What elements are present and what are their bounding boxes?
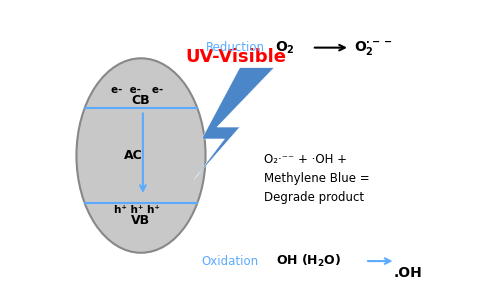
- Text: Reduction: Reduction: [206, 41, 265, 54]
- Polygon shape: [194, 68, 274, 179]
- Text: h⁺ h⁺ h⁺: h⁺ h⁺ h⁺: [114, 205, 160, 215]
- Text: Oxidation: Oxidation: [202, 255, 259, 268]
- Text: e-  e-   e-: e- e- e-: [111, 85, 163, 95]
- Text: CB: CB: [132, 95, 150, 107]
- Text: $\mathbf{O_2^{\cdot--}}$: $\mathbf{O_2^{\cdot--}}$: [354, 38, 392, 57]
- Text: AC: AC: [124, 149, 143, 162]
- Text: Methylene Blue =: Methylene Blue =: [265, 172, 370, 184]
- Text: $\mathbf{O_2}$: $\mathbf{O_2}$: [275, 39, 295, 56]
- Text: VB: VB: [131, 214, 150, 227]
- Text: O₂·⁻⁻ + ·OH +: O₂·⁻⁻ + ·OH +: [265, 152, 347, 166]
- Text: UV-Visible: UV-Visible: [185, 48, 287, 66]
- Text: Degrade product: Degrade product: [265, 191, 365, 204]
- Text: .OH: .OH: [393, 266, 422, 280]
- Ellipse shape: [76, 58, 206, 253]
- Text: $\mathbf{OH\ (H_2O)}$: $\mathbf{OH\ (H_2O)}$: [276, 253, 341, 269]
